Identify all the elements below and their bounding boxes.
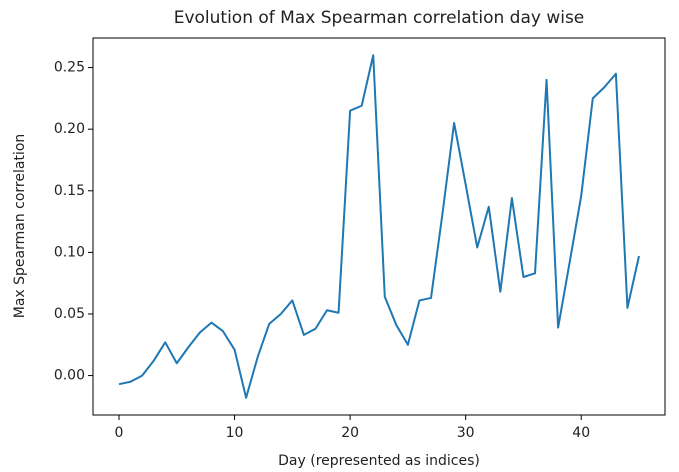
y-tick-label: 0.25: [54, 60, 85, 76]
x-tick-label: 0: [115, 425, 124, 441]
x-tick-label: 40: [572, 425, 590, 441]
x-axis-label: Day (represented as indices): [278, 453, 480, 469]
chart-title: Evolution of Max Spearman correlation da…: [174, 8, 585, 28]
y-axis-label: Max Spearman correlation: [12, 134, 28, 319]
y-tick-label: 0.20: [54, 121, 85, 137]
plot-frame: [92, 37, 666, 416]
x-tick-label: 30: [457, 425, 475, 441]
y-tick-label: 0.05: [54, 306, 85, 322]
y-tick-label: 0.00: [54, 368, 85, 384]
y-tick-label: 0.15: [54, 183, 85, 199]
line-series: [118, 54, 640, 399]
x-tick-label: 20: [341, 425, 359, 441]
x-tick-label: 10: [226, 425, 244, 441]
y-tick-label: 0.10: [54, 244, 85, 260]
